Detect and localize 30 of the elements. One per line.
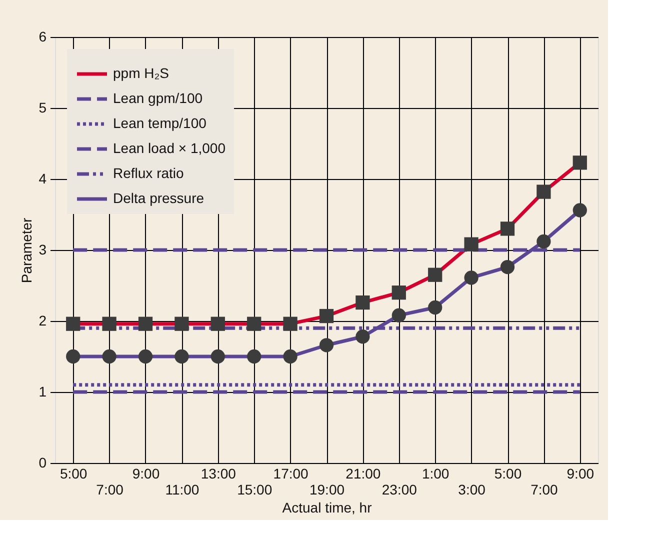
legend-label: Delta pressure <box>113 190 204 206</box>
x-tick-label: 17:00 <box>273 466 309 482</box>
x-tick-label: 5:00 <box>494 466 522 482</box>
x-tick-label: 15:00 <box>237 482 272 498</box>
x-tick-label: 23:00 <box>382 482 418 498</box>
y-tick-label: 4 <box>38 170 47 186</box>
y-tick-label: 2 <box>38 312 47 328</box>
x-tick-label: 9:00 <box>132 466 160 482</box>
x-tick-label: 11:00 <box>165 482 200 498</box>
x-tick-label: 21:00 <box>346 466 381 482</box>
y-tick-label: 0 <box>38 454 47 470</box>
x-tick-label: 7:00 <box>96 482 124 498</box>
legend-label: Reflux ratio <box>113 165 184 181</box>
legend-label: Lean load × 1,000 <box>113 140 226 156</box>
x-axis-title: Actual time, hr <box>282 500 372 516</box>
x-tick-label: 7:00 <box>530 482 558 498</box>
x-tick-label: 13:00 <box>200 466 236 482</box>
legend-label: Lean gpm/100 <box>113 90 203 106</box>
y-tick-label: 3 <box>38 242 47 258</box>
x-tick-label: 19:00 <box>309 482 345 498</box>
legend-label: Lean temp/100 <box>113 115 207 131</box>
y-axis-title: Parameter <box>18 217 35 284</box>
x-tick-label: 5:00 <box>60 466 88 482</box>
x-tick-label: 3:00 <box>458 482 486 498</box>
x-tick-label: 1:00 <box>422 466 450 482</box>
y-tick-label: 5 <box>38 100 47 116</box>
y-tick-label: 1 <box>38 384 47 400</box>
x-tick-label: 9:00 <box>566 466 594 482</box>
y-tick-label: 6 <box>38 28 47 44</box>
legend-label: ppm H₂S <box>113 65 170 81</box>
